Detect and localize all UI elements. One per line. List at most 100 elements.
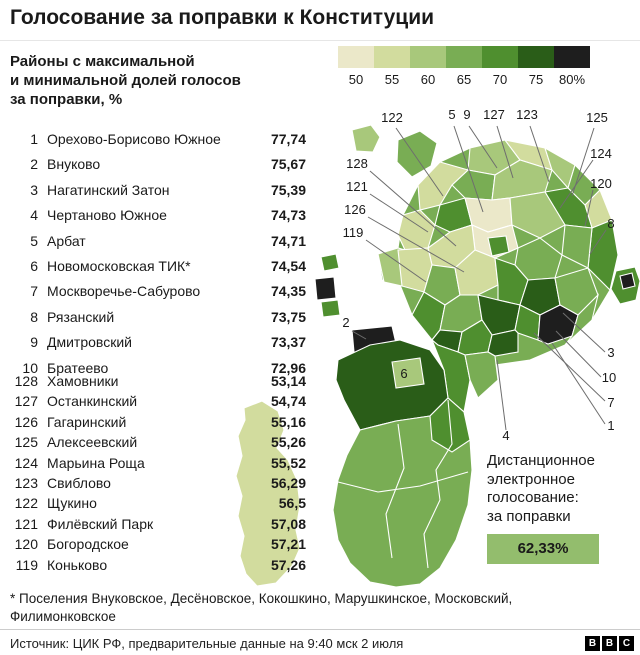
callout-label: 121	[346, 179, 368, 194]
district-row: 128 Хамовники 53,14	[10, 373, 306, 393]
district-value: 55,52	[270, 454, 306, 471]
district-row: 10 Братеево 72,96	[10, 360, 306, 385]
district-rank: 128	[14, 373, 38, 389]
callout-label: 127	[483, 107, 505, 122]
callout-line	[365, 239, 427, 283]
district-name: Дмитровский	[47, 334, 132, 351]
district-name: Щукино	[47, 495, 97, 512]
district-name: Алексеевский	[47, 434, 138, 451]
map-district	[487, 235, 510, 257]
callout-label: 119	[343, 225, 364, 240]
map-internal-border	[423, 399, 453, 569]
district-value: 75,67	[270, 156, 306, 173]
legend-tick-label: 55	[384, 72, 400, 87]
callout-label: 4	[502, 428, 509, 443]
callout-label: 2	[342, 315, 349, 330]
map-district	[619, 272, 636, 290]
district-row: 119 Коньково 57,26	[10, 557, 306, 577]
district-name: Филёвский Парк	[47, 515, 154, 532]
map-district	[320, 299, 341, 318]
legend-swatch	[554, 46, 590, 68]
district-rank: 3	[30, 181, 38, 198]
callout-line	[584, 189, 594, 227]
district-name: Москворечье-Сабурово	[47, 283, 201, 300]
callout-label: 124	[590, 146, 612, 161]
map-district	[235, 400, 301, 587]
callout-line	[395, 127, 444, 197]
callout-line	[562, 312, 606, 353]
callout-line	[589, 229, 607, 255]
source-divider	[0, 629, 640, 630]
map-internal-border	[337, 471, 469, 493]
district-value: 56,5	[278, 495, 306, 512]
district-rank: 124	[14, 454, 38, 471]
subtitle: Районы с максимальной и минимальной доле…	[10, 53, 241, 108]
remote-voting-sublabel: за поправки	[487, 507, 571, 525]
district-name: Рязанский	[47, 308, 115, 325]
callout-line	[559, 159, 594, 209]
district-rank: 6	[30, 257, 38, 274]
district-value: 74,71	[270, 232, 306, 249]
district-value: 55,16	[270, 413, 306, 430]
district-name: Орехово-Борисово Южное	[47, 131, 221, 147]
legend-swatch	[410, 46, 446, 68]
map-district	[587, 219, 619, 292]
district-name: Богородское	[47, 536, 129, 553]
district-row: 9 Дмитровский 73,37	[10, 334, 306, 359]
district-value: 57,26	[270, 556, 306, 573]
callout-line	[367, 216, 465, 273]
title-divider	[0, 40, 640, 41]
district-rank: 126	[14, 413, 38, 430]
district-row: 5 Арбат 74,71	[10, 233, 306, 258]
district-name: Останкинский	[47, 393, 138, 410]
district-name: Марьина Роща	[47, 454, 145, 471]
district-row: 121 Филёвский Парк 57,08	[10, 516, 306, 536]
callout-line	[369, 193, 429, 233]
district-value: 57,08	[270, 515, 306, 532]
district-name: Братеево	[47, 359, 109, 376]
district-row: 2 Внуково 75,67	[10, 156, 306, 181]
district-rank: 10	[22, 359, 38, 376]
callout-label: 10	[602, 370, 616, 385]
district-value: 57,21	[270, 536, 306, 553]
footnote: * Поселения Внуковское, Десёновское, Кок…	[10, 591, 513, 624]
callout-label: 9	[463, 107, 470, 122]
callout-label: 120	[590, 176, 612, 191]
district-value: 73,75	[270, 308, 306, 325]
district-row: 3 Нагатинский Затон 75,39	[10, 182, 306, 207]
legend-swatch	[338, 46, 374, 68]
legend-tick-label: 70	[492, 72, 508, 87]
district-name: Коньково	[47, 556, 108, 573]
district-value: 54,74	[270, 393, 306, 410]
district-value: 55,26	[270, 434, 306, 451]
district-value: 74,35	[270, 283, 306, 300]
map-district	[320, 253, 340, 272]
color-legend: 50 55 60 65 70 75 80%	[338, 46, 590, 87]
district-name: Хамовники	[47, 373, 119, 389]
district-value: 75,39	[270, 181, 306, 198]
map-district	[396, 130, 438, 178]
district-row: 124 Марьина Роща 55,52	[10, 455, 306, 475]
district-row: 123 Свиблово 56,29	[10, 475, 306, 495]
callout-label: 123	[516, 107, 538, 122]
district-row: 6 Новомосковская ТИК* 74,54	[10, 258, 306, 283]
map-district	[391, 357, 425, 389]
remote-voting-badge: 62,33%	[487, 534, 599, 564]
legend-tick-label: 60	[420, 72, 436, 87]
remote-voting-value: 62,33%	[517, 539, 569, 557]
callout-line	[529, 125, 550, 183]
district-rank: 121	[14, 515, 38, 532]
bottom-districts-list: 128 Хамовники 53,14 127 Останкинский 54,74 126…	[10, 373, 306, 577]
district-name: Чертаново Южное	[47, 207, 167, 224]
bbc-logo-letter: B	[602, 636, 617, 651]
district-value: 56,29	[270, 474, 306, 491]
district-name: Свиблово	[47, 474, 111, 491]
district-name: Внуково	[47, 156, 101, 173]
callout-line	[496, 125, 514, 179]
callout-label: 122	[381, 110, 403, 125]
map-district	[351, 124, 381, 153]
map-district	[509, 191, 566, 239]
remote-voting-label: Дистанционное электронное голосование:	[487, 452, 595, 506]
